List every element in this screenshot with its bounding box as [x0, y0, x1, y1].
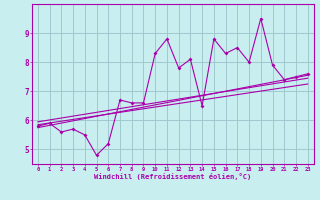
- X-axis label: Windchill (Refroidissement éolien,°C): Windchill (Refroidissement éolien,°C): [94, 173, 252, 180]
